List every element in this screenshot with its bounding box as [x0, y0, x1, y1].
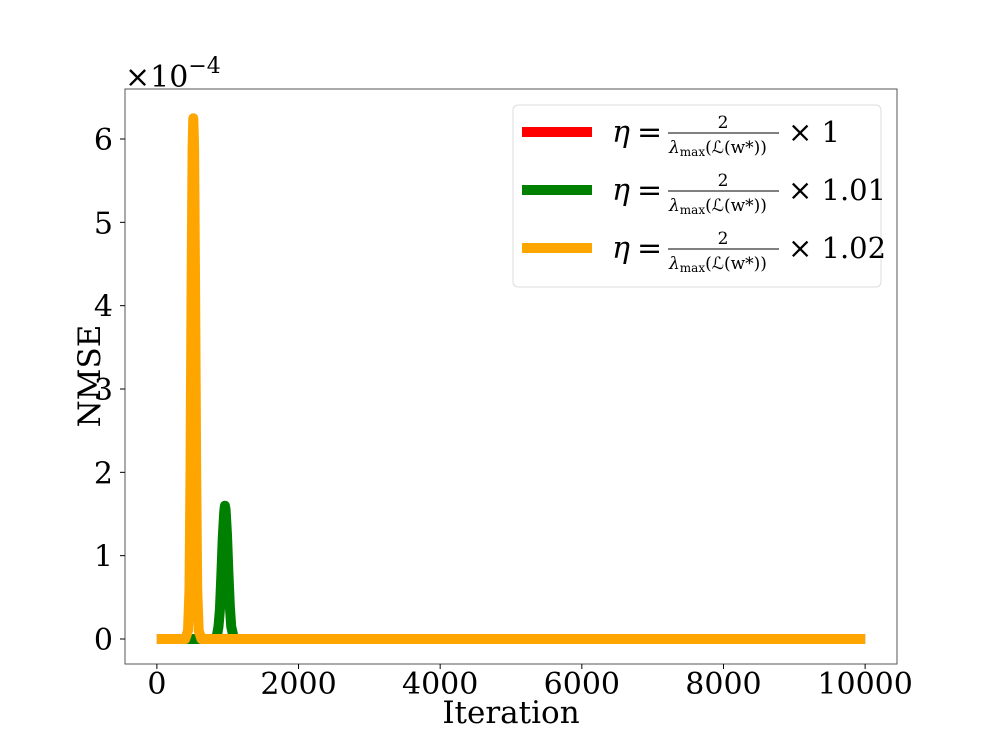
- legend-label: × 1.01: [788, 173, 886, 207]
- x-tick-label: 4000: [402, 667, 478, 702]
- series-line-2: [156, 113, 866, 644]
- legend-denominator: λmax(ℒ(w*)): [668, 196, 767, 217]
- legend-eta: η: [612, 115, 630, 150]
- legend-label: × 1.02: [788, 231, 886, 265]
- x-tick-label: 6000: [544, 667, 620, 702]
- legend-denominator: λmax(ℒ(w*)): [668, 254, 767, 275]
- y-tick-label: 6: [94, 123, 113, 158]
- legend-eta: η: [612, 173, 630, 208]
- y-tick-label: 5: [94, 206, 113, 241]
- y-tick-label: 0: [94, 623, 113, 658]
- legend-entry-1: η = 2 λmax(ℒ(w*)) × 1.01: [522, 171, 886, 217]
- y-ticks: 0 1 2 3 4 5 6: [94, 123, 125, 658]
- y-multiplier-label: ×10−4: [125, 54, 221, 95]
- x-tick-label: 10000: [817, 667, 912, 702]
- x-ticks: 0 2000 4000 6000 8000 10000: [147, 664, 913, 702]
- series-layer: [156, 113, 866, 644]
- y-tick-label: 3: [94, 373, 113, 408]
- x-tick-label: 0: [147, 667, 166, 702]
- legend-entry-0: η = 2 λmax(ℒ(w*)) × 1: [522, 113, 840, 159]
- legend-denominator: λmax(ℒ(w*)): [668, 138, 767, 159]
- x-tick-label: 8000: [685, 667, 761, 702]
- y-tick-label: 4: [94, 290, 113, 325]
- legend-equals: =: [637, 231, 662, 266]
- legend-numerator: 2: [718, 171, 729, 191]
- legend-equals: =: [637, 173, 662, 208]
- y-tick-label: 1: [94, 540, 113, 575]
- legend-numerator: 2: [718, 113, 729, 133]
- legend-numerator: 2: [718, 229, 729, 249]
- y-tick-label: 2: [94, 456, 113, 491]
- y-axis-label: NMSE: [72, 325, 108, 428]
- plot-frame: [124, 88, 898, 665]
- legend-label: × 1: [788, 115, 840, 149]
- legend-entry-2: η = 2 λmax(ℒ(w*)) × 1.02: [522, 229, 886, 275]
- x-tick-label: 2000: [260, 667, 336, 702]
- series-line-1: [156, 500, 866, 644]
- x-axis-label: Iteration: [442, 695, 579, 731]
- legend-equals: =: [637, 115, 662, 150]
- legend-box: [512, 104, 882, 288]
- legend-eta: η: [612, 231, 630, 266]
